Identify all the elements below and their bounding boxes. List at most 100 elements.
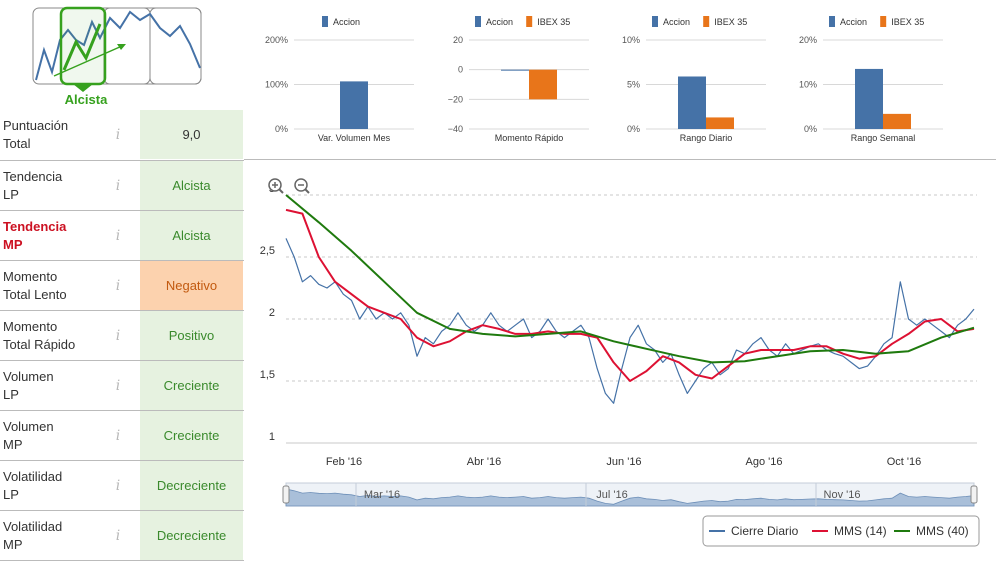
y-tick-label: 20% <box>799 35 817 45</box>
mini-chart-3: 10% 5% 0% Accion IBEX 35 Rango Diario <box>622 16 766 143</box>
zoom-out-icon[interactable] <box>294 178 310 194</box>
legend-swatch[interactable] <box>829 16 835 27</box>
metric-row: Volatilidad MP i Decreciente <box>0 511 244 561</box>
x-tick-label: Feb '16 <box>326 456 362 468</box>
info-icon[interactable]: i <box>115 478 121 494</box>
info-icon[interactable]: i <box>115 428 121 444</box>
trend-thumbnail: Alcista <box>32 6 202 107</box>
navigator-handle-left[interactable] <box>282 485 290 504</box>
trend-arrow-head <box>117 44 126 50</box>
info-icon[interactable]: i <box>115 228 121 244</box>
x-tick-label: Jun '16 <box>606 456 641 468</box>
legend-swatch[interactable] <box>475 16 481 27</box>
indicator-panel: Alcista Puntuación Total i 9,0 Tendencia LP… <box>0 0 244 561</box>
legend-label[interactable]: Cierre Diario <box>731 524 799 538</box>
y-tick-label: 20 <box>453 35 463 45</box>
metric-row: Momento Total Lento i Negativo <box>0 261 244 311</box>
bar[interactable] <box>855 68 883 129</box>
info-icon[interactable]: i <box>115 328 121 344</box>
legend-label[interactable]: MMS (14) <box>834 524 887 538</box>
metric-label: Volumen MP <box>3 419 54 452</box>
legend-label[interactable]: Accion <box>840 17 867 27</box>
metric-value: Positivo <box>140 311 243 360</box>
legend-label[interactable]: IBEX 35 <box>891 17 924 27</box>
y-tick-label: 0% <box>627 124 640 134</box>
chart-legend: Cierre Diario MMS (14) MMS (40) <box>702 515 980 547</box>
legend-label[interactable]: Accion <box>663 17 690 27</box>
trend-label: Alcista <box>65 92 108 107</box>
info-icon[interactable]: i <box>115 378 121 394</box>
info-icon[interactable]: i <box>115 278 121 294</box>
trend-pointer <box>73 84 93 92</box>
metric-label: Volumen LP <box>3 369 54 402</box>
metric-row: Volumen LP i Creciente <box>0 361 244 411</box>
y-tick-label: 200% <box>265 35 288 45</box>
y-tick-label: −40 <box>448 124 463 134</box>
metric-row: Volumen MP i Creciente <box>0 411 244 461</box>
metric-value: Alcista <box>140 161 243 210</box>
metric-label: Tendencia LP <box>3 169 63 202</box>
mini-bar-charts: 200% 100% 0% Accion Var. Volumen Mes 20 0 −20 −4… <box>244 0 996 160</box>
mini-chart-1: 200% 100% 0% Accion Var. Volumen Mes <box>265 16 414 143</box>
mini-chart-title: Rango Diario <box>680 133 733 143</box>
series-line-1 <box>285 238 975 404</box>
info-icon[interactable]: i <box>115 528 121 544</box>
metric-value: Creciente <box>140 411 243 460</box>
metric-label: Puntuación Total <box>3 118 69 151</box>
legend-label[interactable]: IBEX 35 <box>537 17 570 27</box>
metric-label: Volatilidad MP <box>3 519 63 552</box>
legend-swatch[interactable] <box>526 16 533 27</box>
y-tick-label: 2,5 <box>260 245 275 257</box>
x-tick-label: Oct '16 <box>887 456 922 468</box>
trend-highlight-frame <box>59 6 107 86</box>
zoom-in-icon[interactable] <box>268 178 284 194</box>
y-tick-label: 0% <box>275 124 288 134</box>
metric-label: Momento Total Lento <box>3 269 67 302</box>
metric-row: Volatilidad LP i Decreciente <box>0 461 244 511</box>
legend-label[interactable]: Accion <box>333 17 360 27</box>
zoom-out-handle[interactable] <box>304 188 310 194</box>
mini-charts-svg: 200% 100% 0% Accion Var. Volumen Mes 20 0 −20 −4… <box>265 16 943 143</box>
bar[interactable] <box>706 117 734 129</box>
legend-label[interactable]: Accion <box>486 17 513 27</box>
bar[interactable] <box>501 69 529 71</box>
y-tick-label: 10% <box>799 80 817 90</box>
x-tick-label: Ago '16 <box>746 456 783 468</box>
metric-value: 9,0 <box>140 110 243 159</box>
y-tick-label: 1,5 <box>260 369 275 381</box>
metric-row: Tendencia LP i Alcista <box>0 161 244 211</box>
legend-label[interactable]: IBEX 35 <box>714 17 747 27</box>
metric-row: Tendencia MP i Alcista <box>0 211 244 261</box>
metric-value: Negativo <box>140 261 243 310</box>
trend-frame-4 <box>149 7 202 85</box>
navigator-label: Nov '16 <box>824 489 861 501</box>
info-icon[interactable]: i <box>115 178 121 194</box>
bar[interactable] <box>883 113 911 129</box>
y-tick-label: 0% <box>804 124 817 134</box>
bar[interactable] <box>678 76 706 129</box>
trend-arrow-line <box>53 45 123 77</box>
bar[interactable] <box>529 69 557 100</box>
navigator-area <box>285 488 975 507</box>
y-tick-label: 1 <box>269 431 275 443</box>
legend-swatch[interactable] <box>880 16 887 27</box>
zoom-in-handle[interactable] <box>278 188 284 194</box>
navigator-handle-right[interactable] <box>970 485 978 504</box>
info-icon[interactable]: i <box>115 127 121 143</box>
metric-label: Momento Total Rápido <box>3 319 76 352</box>
y-tick-label: 10% <box>622 35 640 45</box>
legend-label[interactable]: MMS (40) <box>916 524 969 538</box>
navigator-label: Jul '16 <box>596 489 627 501</box>
metric-value: Decreciente <box>140 461 243 510</box>
metric-value: Decreciente <box>140 511 243 560</box>
legend-swatch[interactable] <box>703 16 710 27</box>
mini-chart-title: Rango Semanal <box>851 133 916 143</box>
series-line-3 <box>285 194 975 364</box>
legend-swatch[interactable] <box>322 16 328 27</box>
legend-swatch[interactable] <box>652 16 658 27</box>
y-tick-label: 100% <box>265 80 288 90</box>
metric-row: Momento Total Rápido i Positivo <box>0 311 244 361</box>
x-tick-label: Abr '16 <box>467 456 502 468</box>
trend-green-line <box>62 23 102 71</box>
bar[interactable] <box>340 81 368 129</box>
